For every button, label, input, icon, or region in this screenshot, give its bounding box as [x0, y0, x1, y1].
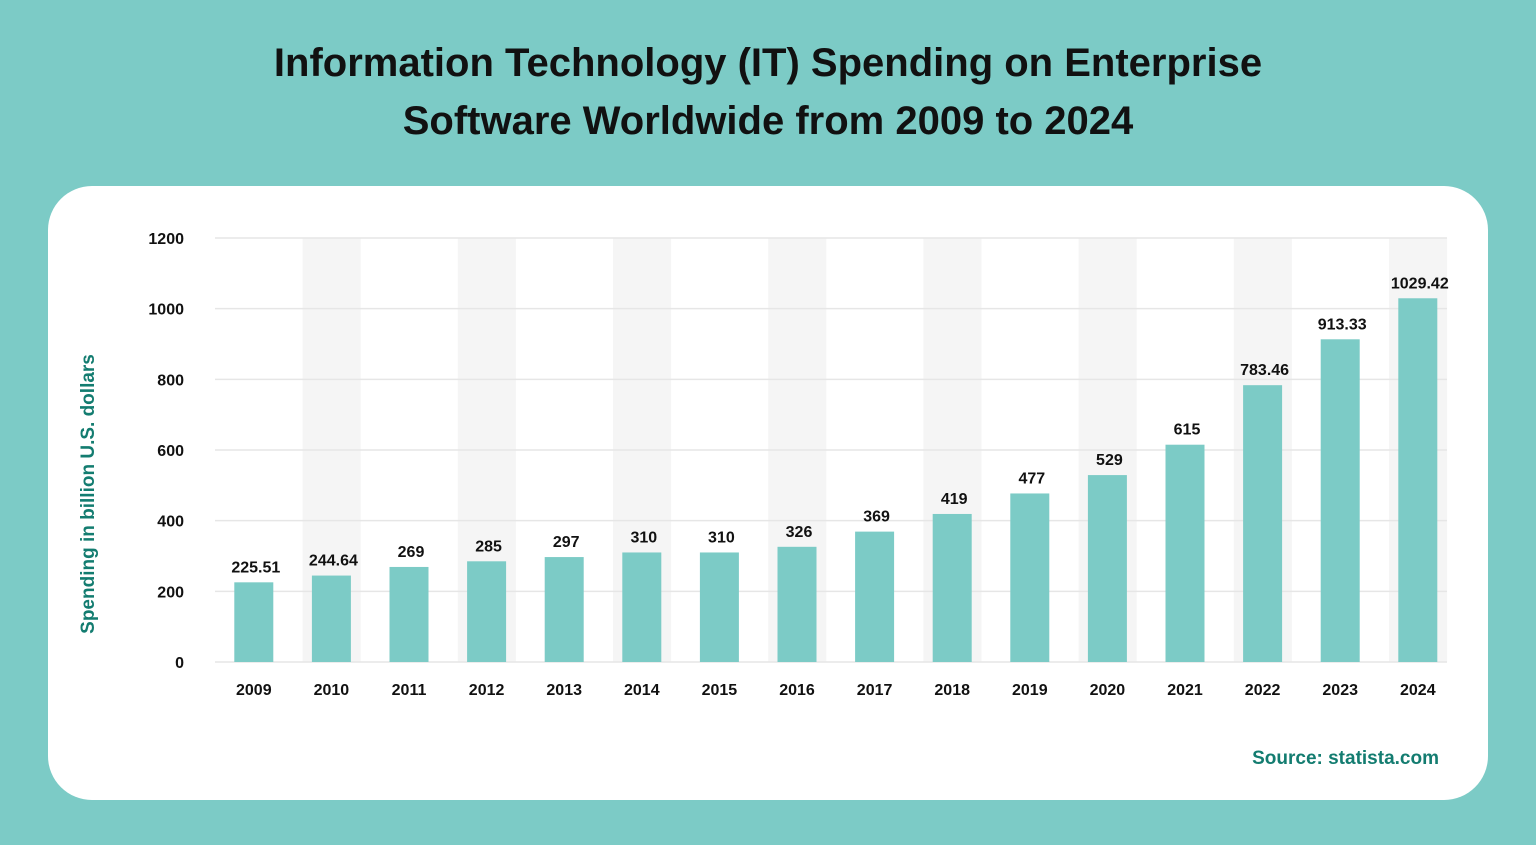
data-label-2021: 615: [1174, 422, 1201, 439]
bar-2010: [311, 575, 351, 662]
data-label-2011: 269: [398, 544, 425, 561]
y-axis-label: Spending in billion U.S. dollars: [78, 354, 99, 634]
x-tick-label-2009: 2009: [236, 682, 272, 699]
data-label-2022: 783.46: [1240, 362, 1289, 379]
bar-2015: [699, 552, 739, 662]
bar-2017: [855, 531, 895, 662]
data-label-2013: 297: [553, 534, 580, 551]
chart-title-line-2: Software Worldwide from 2009 to 2024: [402, 99, 1134, 143]
data-label-2015: 310: [708, 529, 735, 546]
y-tick-label: 800: [157, 372, 184, 389]
source-note: Source: statista.com: [1252, 748, 1439, 769]
x-tick-label-2016: 2016: [779, 682, 815, 699]
data-label-2014: 310: [630, 529, 657, 546]
x-tick-label-2017: 2017: [857, 682, 893, 699]
bar-2009: [234, 582, 274, 662]
x-tick-label-2012: 2012: [469, 682, 505, 699]
y-tick-label: 0: [175, 655, 184, 672]
bar-2023: [1320, 339, 1360, 662]
x-tick-label-2013: 2013: [546, 682, 582, 699]
bar-2018: [932, 513, 972, 662]
bar-2021: [1165, 444, 1205, 662]
chart-title: Information Technology (IT) Spending on …: [0, 34, 1536, 150]
x-tick-label-2018: 2018: [934, 682, 970, 699]
y-tick-label: 200: [157, 584, 184, 601]
y-tick-label: 1000: [148, 302, 184, 319]
bar-2024: [1398, 298, 1438, 662]
bar-2019: [1010, 493, 1050, 662]
y-tick-label: 600: [157, 443, 184, 460]
x-tick-label-2023: 2023: [1322, 682, 1358, 699]
bar-2014: [622, 552, 662, 662]
x-tick-label-2010: 2010: [314, 682, 350, 699]
data-label-2019: 477: [1018, 470, 1045, 487]
data-label-2009: 225.51: [231, 559, 280, 576]
bar-2022: [1243, 385, 1283, 662]
data-label-2020: 529: [1096, 452, 1123, 469]
x-tick-label-2022: 2022: [1245, 682, 1281, 699]
data-label-2012: 285: [475, 538, 502, 555]
y-tick-label: 1200: [148, 231, 184, 248]
bar-2020: [1087, 475, 1127, 662]
x-tick-label-2019: 2019: [1012, 682, 1048, 699]
x-tick-label-2024: 2024: [1400, 682, 1436, 699]
x-tick-label-2015: 2015: [702, 682, 738, 699]
bar-2016: [777, 546, 817, 662]
bar-2011: [389, 566, 429, 662]
y-tick-label: 400: [157, 514, 184, 531]
data-label-2016: 326: [786, 524, 813, 541]
data-label-2010: 244.64: [309, 553, 358, 570]
bar-2012: [467, 561, 507, 662]
chart-title-line-1: Information Technology (IT) Spending on …: [273, 41, 1263, 85]
data-label-2017: 369: [863, 509, 890, 526]
x-tick-label-2011: 2011: [392, 682, 427, 699]
data-label-2024: 1029.42: [1391, 275, 1449, 292]
x-tick-label-2014: 2014: [624, 682, 660, 699]
data-label-2018: 419: [941, 491, 968, 508]
data-label-2023: 913.33: [1318, 316, 1367, 333]
bar-2013: [544, 557, 584, 662]
x-tick-label-2020: 2020: [1090, 682, 1126, 699]
x-tick-label-2021: 2021: [1167, 682, 1203, 699]
